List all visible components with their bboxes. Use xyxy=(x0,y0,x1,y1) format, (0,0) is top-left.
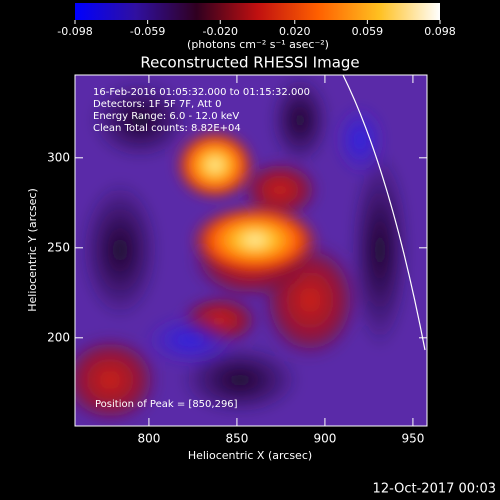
annotation: Clean Total counts: 8.82E+04 xyxy=(93,123,241,134)
colorbar-tick-label: -0.059 xyxy=(130,25,165,38)
x-tick-label: 950 xyxy=(401,432,424,446)
peak-label: Position of Peak = [850,296] xyxy=(95,399,238,410)
annotation: Energy Range: 6.0 - 12.0 keV xyxy=(93,111,239,122)
colorbar-tick-label: 0.059 xyxy=(352,25,384,38)
colorbar-tick-label: 0.098 xyxy=(424,25,456,38)
y-tick-label: 250 xyxy=(47,240,70,254)
chart-title: Reconstructed RHESSI Image xyxy=(140,54,359,72)
colorbar-tick-label: -0.098 xyxy=(57,25,92,38)
image xyxy=(75,75,427,426)
y-tick-label: 200 xyxy=(47,330,70,344)
plot-frame xyxy=(74,74,428,427)
x-tick-label: 850 xyxy=(225,432,248,446)
annotation: Detectors: 1F 5F 7F, Att 0 xyxy=(93,99,221,110)
colorbar-tick-label: 0.020 xyxy=(279,25,311,38)
colorbar xyxy=(75,3,440,20)
x-tick-label: 800 xyxy=(137,432,160,446)
x-axis-label: Heliocentric X (arcsec) xyxy=(188,449,312,462)
colorbar-label: (photons cm⁻² s⁻¹ asec⁻²) xyxy=(187,38,329,51)
y-axis-label: Heliocentric Y (arcsec) xyxy=(26,188,39,312)
x-tick-label: 900 xyxy=(313,432,336,446)
y-tick-label: 300 xyxy=(47,150,70,164)
timestamp: 12-Oct-2017 00:03 xyxy=(373,482,496,497)
annotation: 16-Feb-2016 01:05:32.000 to 01:15:32.000 xyxy=(93,87,310,98)
colorbar-tick-label: -0.020 xyxy=(203,25,238,38)
